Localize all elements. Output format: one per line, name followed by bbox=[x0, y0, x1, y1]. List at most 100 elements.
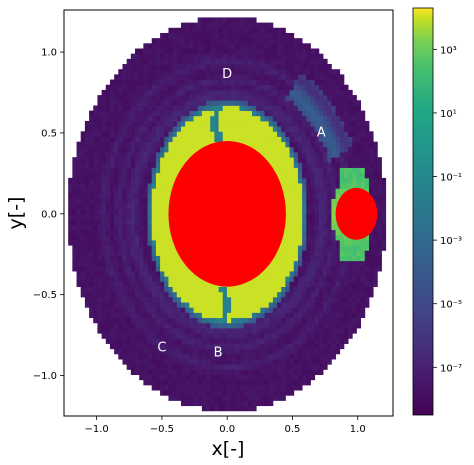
heatmap-cell bbox=[189, 22, 194, 29]
heatmap-cell bbox=[352, 136, 357, 143]
heatmap-cell bbox=[114, 152, 119, 158]
heatmap-cell bbox=[114, 265, 119, 272]
heatmap-cell bbox=[373, 255, 378, 262]
heatmap-cell bbox=[231, 48, 236, 55]
heatmap-cell bbox=[352, 271, 357, 277]
heatmap-cell bbox=[289, 312, 295, 319]
heatmap-cell bbox=[105, 214, 111, 220]
heatmap-cell bbox=[302, 79, 307, 86]
heatmap-cell bbox=[135, 141, 140, 148]
heatmap-cell bbox=[206, 58, 211, 65]
heatmap-cell bbox=[327, 74, 332, 80]
heatmap-cell bbox=[210, 312, 215, 319]
heatmap-cell bbox=[289, 286, 295, 293]
heatmap-cell bbox=[89, 115, 94, 122]
heatmap-cell bbox=[352, 152, 357, 158]
heatmap-cell bbox=[197, 395, 203, 401]
heatmap-cell bbox=[222, 53, 228, 60]
heatmap-cell bbox=[114, 224, 119, 231]
heatmap-cell bbox=[160, 48, 165, 55]
heatmap-cell bbox=[109, 131, 115, 137]
heatmap-cell bbox=[143, 105, 148, 112]
heatmap-cell bbox=[193, 89, 199, 96]
heatmap-cell bbox=[114, 229, 119, 236]
heatmap-cell bbox=[218, 89, 224, 96]
heatmap-cell bbox=[377, 157, 382, 163]
heatmap-cell bbox=[76, 219, 82, 225]
heatmap-cell bbox=[68, 198, 73, 205]
heatmap-cell bbox=[348, 152, 353, 158]
heatmap-cell bbox=[97, 198, 102, 205]
heatmap-cell bbox=[318, 53, 324, 60]
heatmap-cell bbox=[235, 120, 240, 127]
heatmap-cell bbox=[356, 136, 362, 143]
heatmap-cell bbox=[297, 307, 303, 313]
heatmap-cell bbox=[277, 167, 282, 174]
heatmap-cell bbox=[297, 260, 303, 267]
heatmap-cell bbox=[101, 322, 107, 329]
heatmap-cell bbox=[364, 167, 370, 174]
heatmap-cell bbox=[260, 53, 265, 60]
heatmap-cell bbox=[310, 58, 316, 65]
heatmap-cell bbox=[277, 359, 282, 365]
heatmap-cell bbox=[160, 260, 165, 267]
heatmap-cell bbox=[135, 198, 140, 205]
heatmap-cell bbox=[289, 322, 295, 329]
heatmap-cell bbox=[356, 240, 362, 246]
heatmap-cell bbox=[155, 120, 161, 127]
heatmap-cell bbox=[147, 79, 153, 86]
heatmap-cell bbox=[264, 38, 270, 44]
heatmap-cell bbox=[285, 302, 290, 308]
heatmap-cell bbox=[84, 281, 90, 287]
heatmap-cell bbox=[272, 296, 278, 303]
heatmap-cell bbox=[176, 64, 182, 70]
heatmap-cell bbox=[289, 240, 295, 246]
heatmap-cell bbox=[339, 343, 345, 350]
heatmap-cell bbox=[281, 322, 286, 329]
heatmap-cell bbox=[122, 126, 128, 132]
heatmap-cell bbox=[180, 32, 186, 39]
heatmap-cell bbox=[101, 162, 107, 168]
heatmap-cell bbox=[260, 276, 265, 282]
heatmap-cell bbox=[218, 79, 224, 86]
heatmap-cell bbox=[310, 193, 316, 200]
heatmap-cell bbox=[84, 146, 90, 153]
heatmap-cell bbox=[155, 276, 161, 282]
heatmap-cell bbox=[348, 240, 353, 246]
heatmap-cell bbox=[118, 203, 123, 210]
heatmap-cell bbox=[105, 296, 111, 303]
heatmap-cell bbox=[331, 255, 336, 262]
heatmap-cell bbox=[339, 126, 345, 132]
heatmap-cell bbox=[139, 167, 144, 174]
heatmap-cell bbox=[147, 146, 153, 153]
heatmap-cell bbox=[130, 198, 136, 205]
heatmap-cell bbox=[348, 302, 353, 308]
heatmap-cell bbox=[139, 374, 144, 381]
heatmap-cell bbox=[72, 203, 77, 210]
heatmap-cell bbox=[160, 167, 165, 174]
heatmap-cell bbox=[130, 286, 136, 293]
heatmap-cell bbox=[139, 162, 144, 168]
heatmap-cell bbox=[206, 286, 211, 293]
heatmap-cell bbox=[348, 120, 353, 127]
heatmap-cell bbox=[109, 84, 115, 91]
heatmap-cell bbox=[139, 188, 144, 194]
heatmap-cell bbox=[289, 390, 295, 396]
annotation-label: C bbox=[157, 341, 166, 356]
heatmap-cell bbox=[281, 240, 286, 246]
heatmap-cell bbox=[239, 53, 245, 60]
heatmap-cell bbox=[164, 208, 169, 215]
heatmap-cell bbox=[318, 167, 324, 174]
heatmap-cell bbox=[339, 265, 345, 272]
heatmap-cell bbox=[151, 38, 157, 44]
heatmap-cell bbox=[126, 110, 132, 117]
heatmap-cell bbox=[256, 400, 261, 407]
heatmap-cell bbox=[264, 126, 270, 132]
heatmap-cell bbox=[164, 369, 169, 375]
heatmap-cell bbox=[331, 162, 336, 168]
heatmap-cell bbox=[118, 333, 123, 339]
heatmap-cell bbox=[118, 286, 123, 293]
heatmap-cell bbox=[176, 120, 182, 127]
heatmap-cell bbox=[118, 296, 123, 303]
heatmap-cell bbox=[314, 115, 320, 122]
